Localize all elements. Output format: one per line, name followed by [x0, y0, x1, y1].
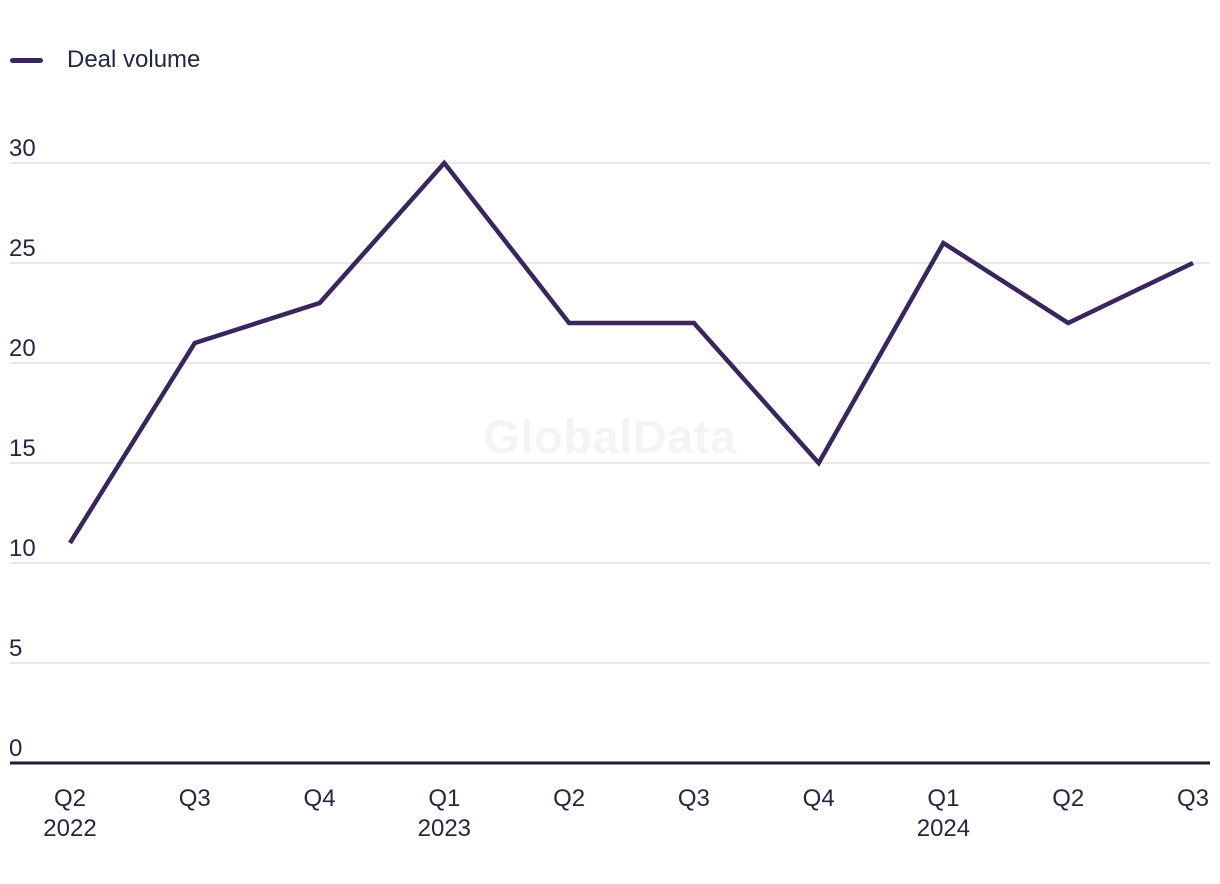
y-axis-label: 25 — [9, 235, 36, 262]
x-axis-label: Q3 — [678, 785, 710, 812]
x-axis-label: Q2 — [54, 785, 86, 812]
x-axis-label: Q4 — [803, 785, 835, 812]
globaldata-watermark: GlobalData — [483, 410, 737, 463]
y-axis-label: 0 — [9, 735, 22, 762]
x-axis-label: Q3 — [1177, 785, 1209, 812]
x-axis-label: Q3 — [179, 785, 211, 812]
y-axis-label: 20 — [9, 335, 36, 362]
x-axis-year-label: 2023 — [418, 815, 471, 842]
y-axis-label: 15 — [9, 435, 36, 462]
y-axis-label: 30 — [9, 135, 36, 162]
legend-item-deal-volume[interactable]: Deal volume — [10, 46, 200, 74]
x-axis-year-label: 2024 — [917, 815, 970, 842]
x-axis-year-label: 2022 — [43, 815, 96, 842]
x-axis-label: Q2 — [553, 785, 585, 812]
x-axis-label: Q1 — [927, 785, 959, 812]
x-axis-label: Q1 — [428, 785, 460, 812]
legend-label: Deal volume — [67, 46, 201, 73]
y-axis-label: 5 — [9, 635, 22, 662]
x-axis-label: Q2 — [1052, 785, 1084, 812]
legend-line-swatch — [10, 57, 43, 63]
x-axis-label: Q4 — [304, 785, 336, 812]
y-axis-label: 10 — [9, 535, 36, 562]
deal-volume-series-line — [68, 159, 1194, 545]
